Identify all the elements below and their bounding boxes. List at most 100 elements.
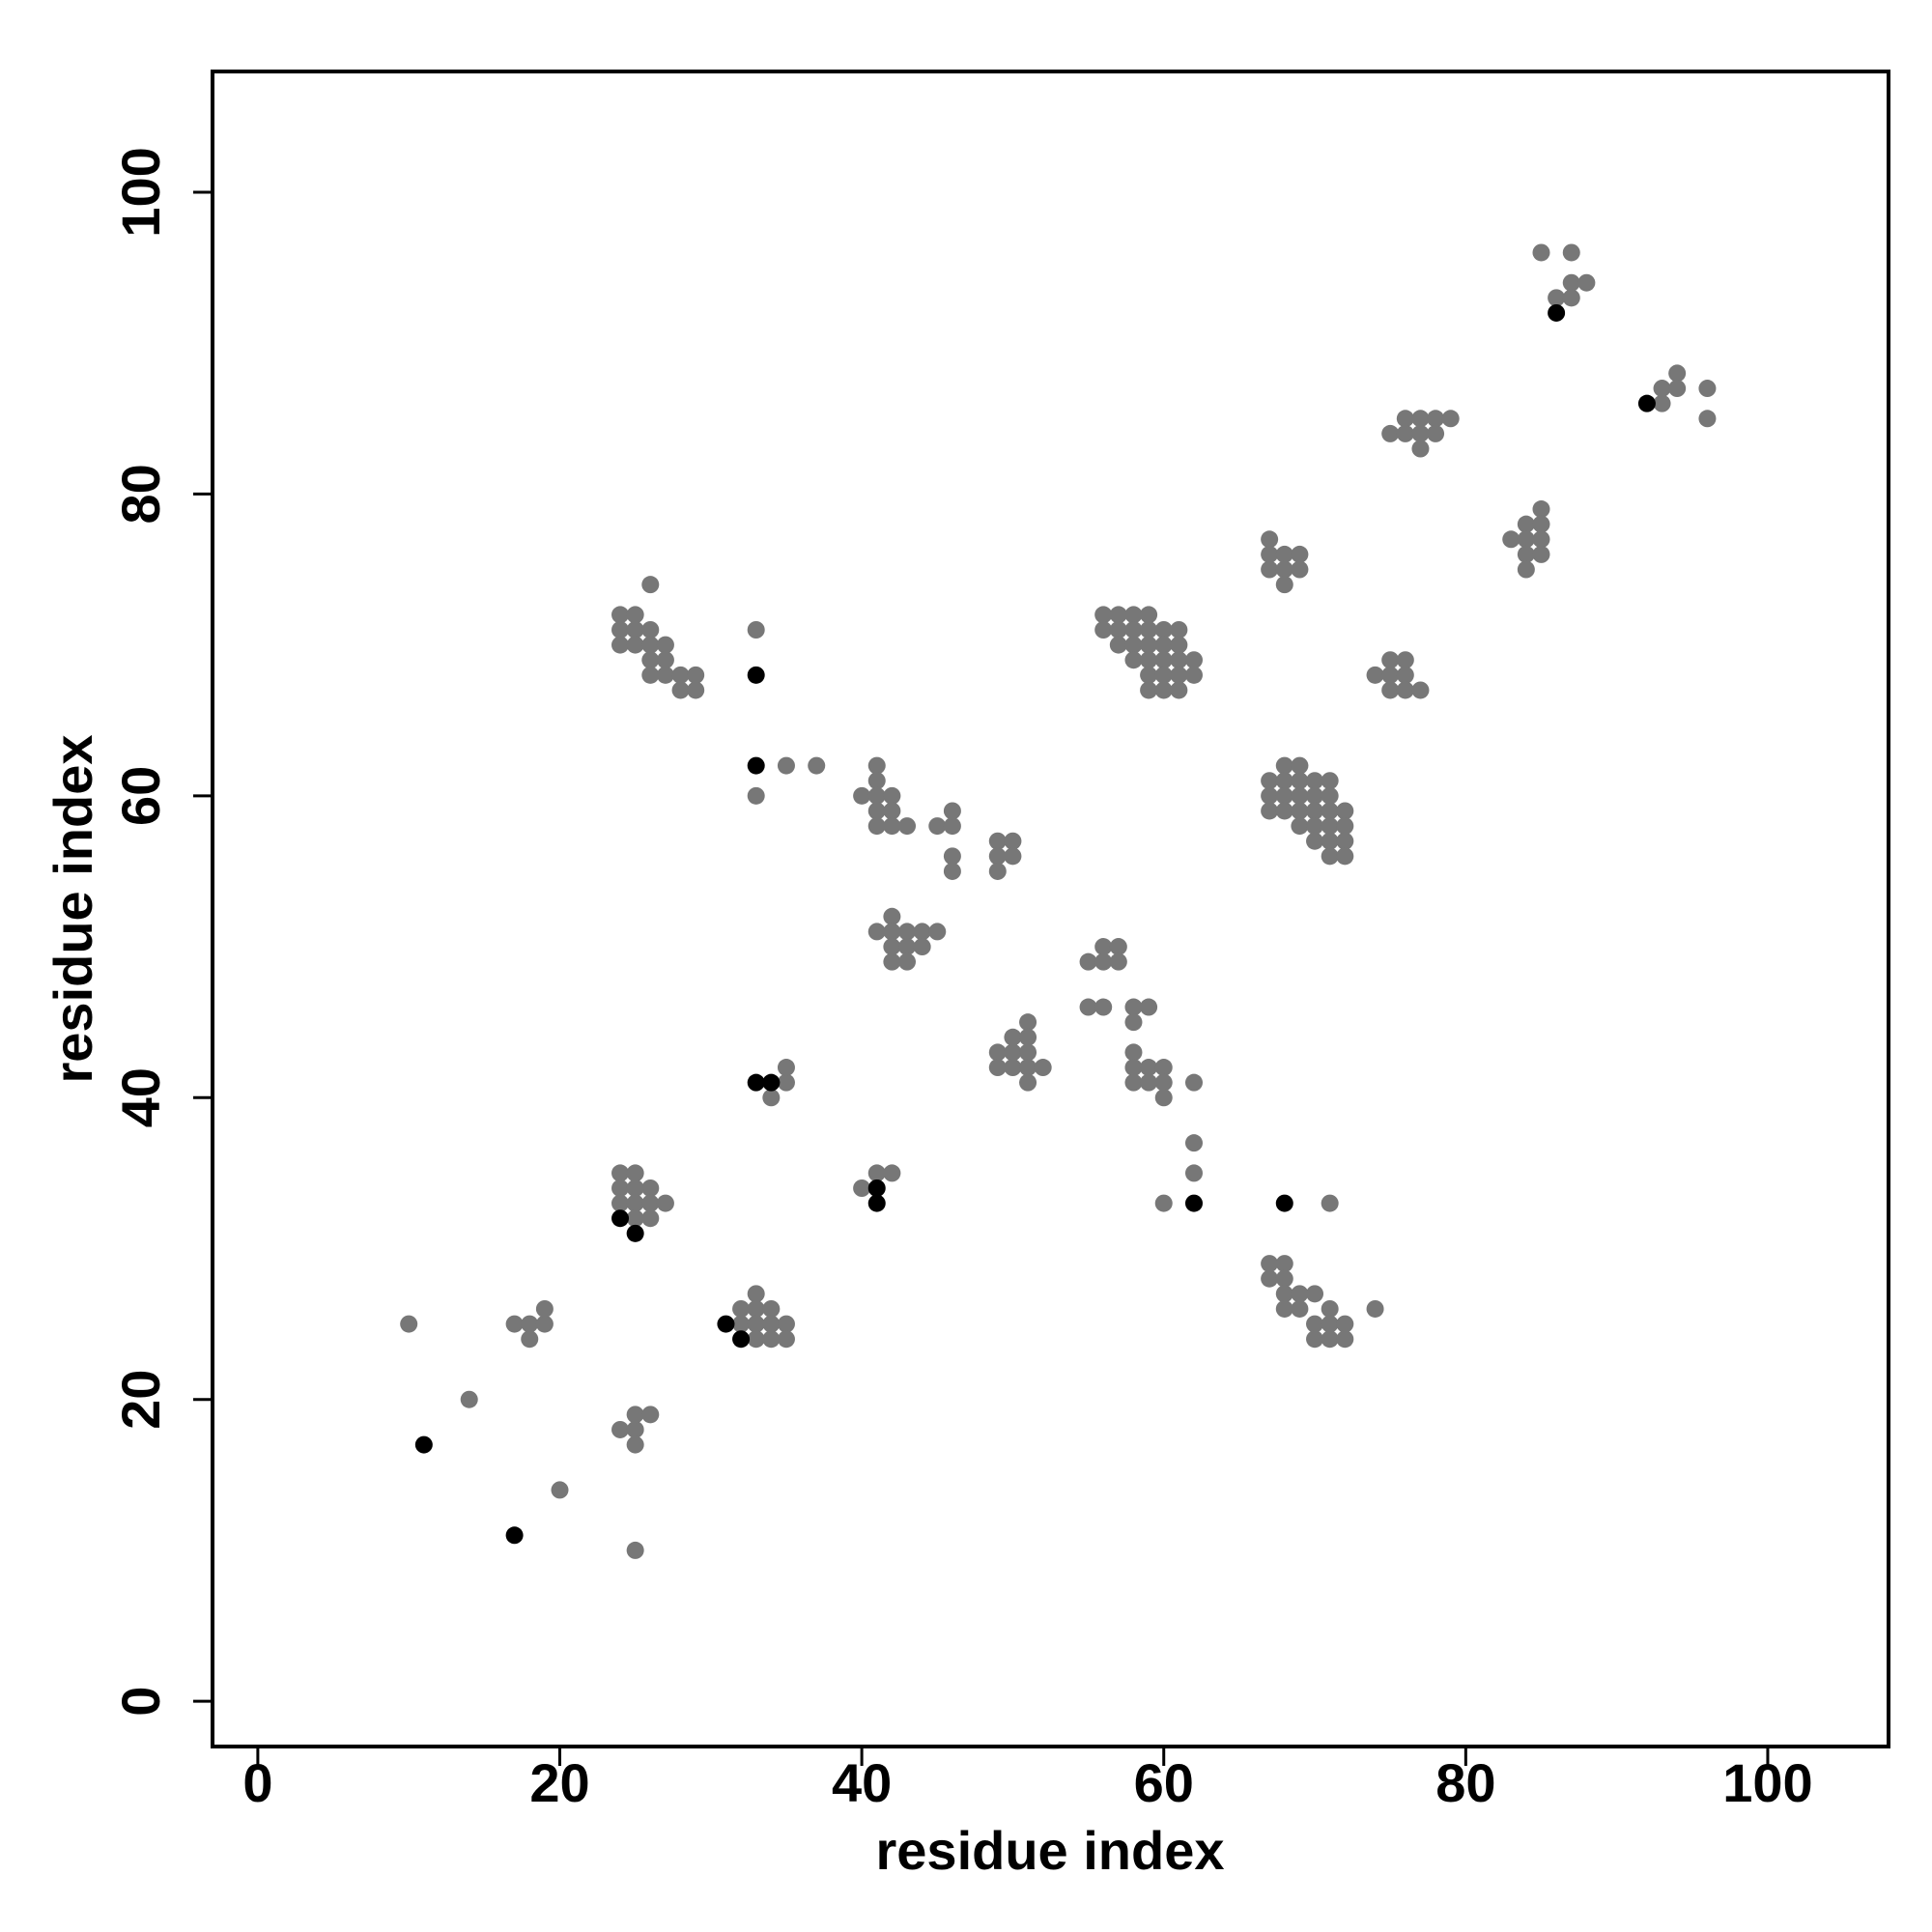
point — [1109, 621, 1127, 639]
point — [611, 1194, 630, 1212]
x-tick-label: 40 — [832, 1752, 892, 1813]
point — [867, 802, 886, 820]
point — [1094, 621, 1113, 639]
point — [551, 1481, 569, 1499]
point — [747, 1285, 765, 1303]
point — [1321, 1315, 1339, 1333]
point — [611, 1164, 630, 1182]
point — [762, 1299, 781, 1318]
point — [867, 756, 886, 775]
point — [1532, 545, 1550, 563]
x-tick-label: 0 — [242, 1752, 272, 1813]
point — [1562, 243, 1580, 262]
point — [1366, 666, 1384, 684]
point — [1532, 530, 1550, 549]
point — [777, 1059, 795, 1077]
point — [1170, 666, 1188, 684]
point — [1275, 1299, 1293, 1318]
point — [988, 862, 1007, 880]
point — [1411, 440, 1430, 458]
point — [777, 1330, 795, 1349]
point — [641, 651, 660, 669]
point — [928, 817, 947, 836]
point — [867, 817, 886, 836]
point — [1094, 938, 1113, 956]
point — [1321, 832, 1339, 850]
point — [1275, 1194, 1293, 1212]
point — [641, 636, 660, 654]
point — [913, 938, 931, 956]
point — [1321, 772, 1339, 790]
point — [1381, 651, 1400, 669]
point — [1441, 410, 1460, 428]
point — [867, 923, 886, 941]
point — [656, 1194, 674, 1212]
point — [626, 1164, 644, 1182]
point — [1306, 1315, 1324, 1333]
point — [1396, 681, 1414, 699]
point — [883, 786, 901, 805]
point — [1140, 681, 1158, 699]
point — [1094, 952, 1113, 971]
point — [1184, 1134, 1203, 1152]
point — [1140, 621, 1158, 639]
point — [1034, 1059, 1052, 1077]
point — [1517, 530, 1535, 549]
point — [928, 923, 947, 941]
point — [1336, 847, 1354, 866]
point — [747, 1315, 765, 1333]
point — [1381, 424, 1400, 442]
point — [898, 817, 917, 836]
point — [883, 802, 901, 820]
point — [611, 621, 630, 639]
point — [1170, 636, 1188, 654]
point — [1170, 651, 1188, 669]
point — [1517, 545, 1535, 563]
point — [1124, 1043, 1143, 1062]
point — [747, 1299, 765, 1318]
point — [1381, 666, 1400, 684]
point — [1094, 606, 1113, 624]
point — [762, 1073, 781, 1092]
point — [747, 621, 765, 639]
point — [626, 1179, 644, 1197]
point — [1019, 1028, 1037, 1046]
point — [717, 1315, 735, 1333]
point — [1154, 681, 1173, 699]
point — [883, 952, 901, 971]
point — [1275, 545, 1293, 563]
point — [1291, 1285, 1309, 1303]
point — [1019, 1013, 1037, 1032]
point — [400, 1315, 418, 1333]
point — [1275, 802, 1293, 820]
point — [611, 1179, 630, 1197]
point — [1124, 636, 1143, 654]
point — [1396, 651, 1414, 669]
point — [1321, 802, 1339, 820]
point — [1381, 681, 1400, 699]
point — [1261, 786, 1279, 805]
point — [1291, 817, 1309, 836]
point — [777, 1315, 795, 1333]
point — [1170, 621, 1188, 639]
point — [1548, 289, 1566, 307]
point — [611, 1209, 630, 1228]
y-tick-label: 20 — [110, 1370, 171, 1430]
point — [1261, 1255, 1279, 1273]
point — [1427, 410, 1445, 428]
point — [747, 666, 765, 684]
point — [732, 1315, 751, 1333]
point — [1291, 756, 1309, 775]
point — [1261, 560, 1279, 579]
point — [1154, 1194, 1173, 1212]
point — [1004, 1059, 1022, 1077]
point — [1124, 1073, 1143, 1092]
point — [1154, 1059, 1173, 1077]
point — [1336, 832, 1354, 850]
point — [747, 756, 765, 775]
point — [1275, 1269, 1293, 1288]
point — [1653, 380, 1671, 398]
point — [1291, 772, 1309, 790]
point — [626, 636, 644, 654]
